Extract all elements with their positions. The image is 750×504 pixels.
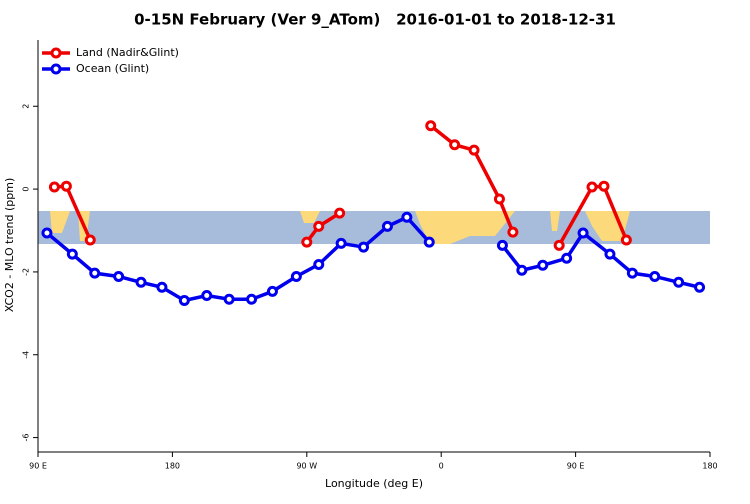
data-point bbox=[178, 294, 190, 306]
data-point bbox=[301, 236, 313, 248]
data-point bbox=[313, 220, 325, 232]
data-point bbox=[401, 211, 413, 223]
data-point bbox=[626, 267, 638, 279]
data-point bbox=[266, 285, 278, 297]
data-point bbox=[48, 181, 60, 193]
x-tick-label: 180 bbox=[165, 462, 180, 471]
data-point bbox=[577, 227, 589, 239]
data-point bbox=[201, 290, 213, 302]
data-point bbox=[604, 248, 616, 260]
data-point bbox=[561, 252, 573, 264]
x-axis-label: Longitude (deg E) bbox=[325, 477, 423, 490]
data-point bbox=[41, 227, 53, 239]
x-tick-label: 90 E bbox=[29, 462, 47, 471]
data-point bbox=[313, 258, 325, 270]
data-point bbox=[113, 270, 125, 282]
y-tick-label: 2 bbox=[22, 104, 31, 109]
data-point bbox=[586, 181, 598, 193]
data-point bbox=[649, 270, 661, 282]
data-point bbox=[537, 259, 549, 271]
data-point bbox=[553, 239, 565, 251]
data-point bbox=[335, 237, 347, 249]
data-point bbox=[381, 220, 393, 232]
y-tick-label: -6 bbox=[22, 434, 31, 442]
chart-title: 0-15N February (Ver 9_ATom) 2016-01-01 t… bbox=[134, 11, 616, 29]
data-point bbox=[60, 180, 72, 192]
data-point bbox=[468, 144, 480, 156]
data-point bbox=[334, 207, 346, 219]
x-tick-label: 180 bbox=[702, 462, 717, 471]
data-point bbox=[516, 264, 528, 276]
data-point bbox=[507, 226, 519, 238]
data-point bbox=[620, 234, 632, 246]
data-point bbox=[493, 193, 505, 205]
y-tick-label: 0 bbox=[22, 187, 31, 192]
y-tick-label: -2 bbox=[22, 268, 31, 276]
data-point bbox=[156, 281, 168, 293]
data-point bbox=[223, 293, 235, 305]
data-point bbox=[496, 239, 508, 251]
legend-marker bbox=[50, 63, 62, 75]
data-point bbox=[673, 276, 685, 288]
data-point bbox=[694, 281, 706, 293]
data-point bbox=[135, 276, 147, 288]
x-tick-label: 0 bbox=[439, 462, 444, 471]
data-point bbox=[84, 234, 96, 246]
x-tick-label: 90 W bbox=[296, 462, 317, 471]
legend-label: Ocean (Glint) bbox=[76, 62, 149, 75]
data-point bbox=[358, 241, 370, 253]
series-line bbox=[501, 230, 700, 289]
legend-label: Land (Nadir&Glint) bbox=[76, 46, 179, 59]
data-point bbox=[423, 236, 435, 248]
data-point bbox=[66, 248, 78, 260]
data-point bbox=[449, 139, 461, 151]
y-tick-label: -4 bbox=[22, 351, 31, 359]
data-point bbox=[290, 270, 302, 282]
data-point bbox=[425, 120, 437, 132]
data-point bbox=[598, 180, 610, 192]
y-axis-label: XCO2 - MLO trend (ppm) bbox=[3, 178, 16, 313]
series-line bbox=[557, 184, 628, 247]
data-point bbox=[246, 293, 258, 305]
x-tick-label: 90 E bbox=[567, 462, 585, 471]
data-point bbox=[89, 267, 101, 279]
legend-marker bbox=[50, 47, 62, 59]
